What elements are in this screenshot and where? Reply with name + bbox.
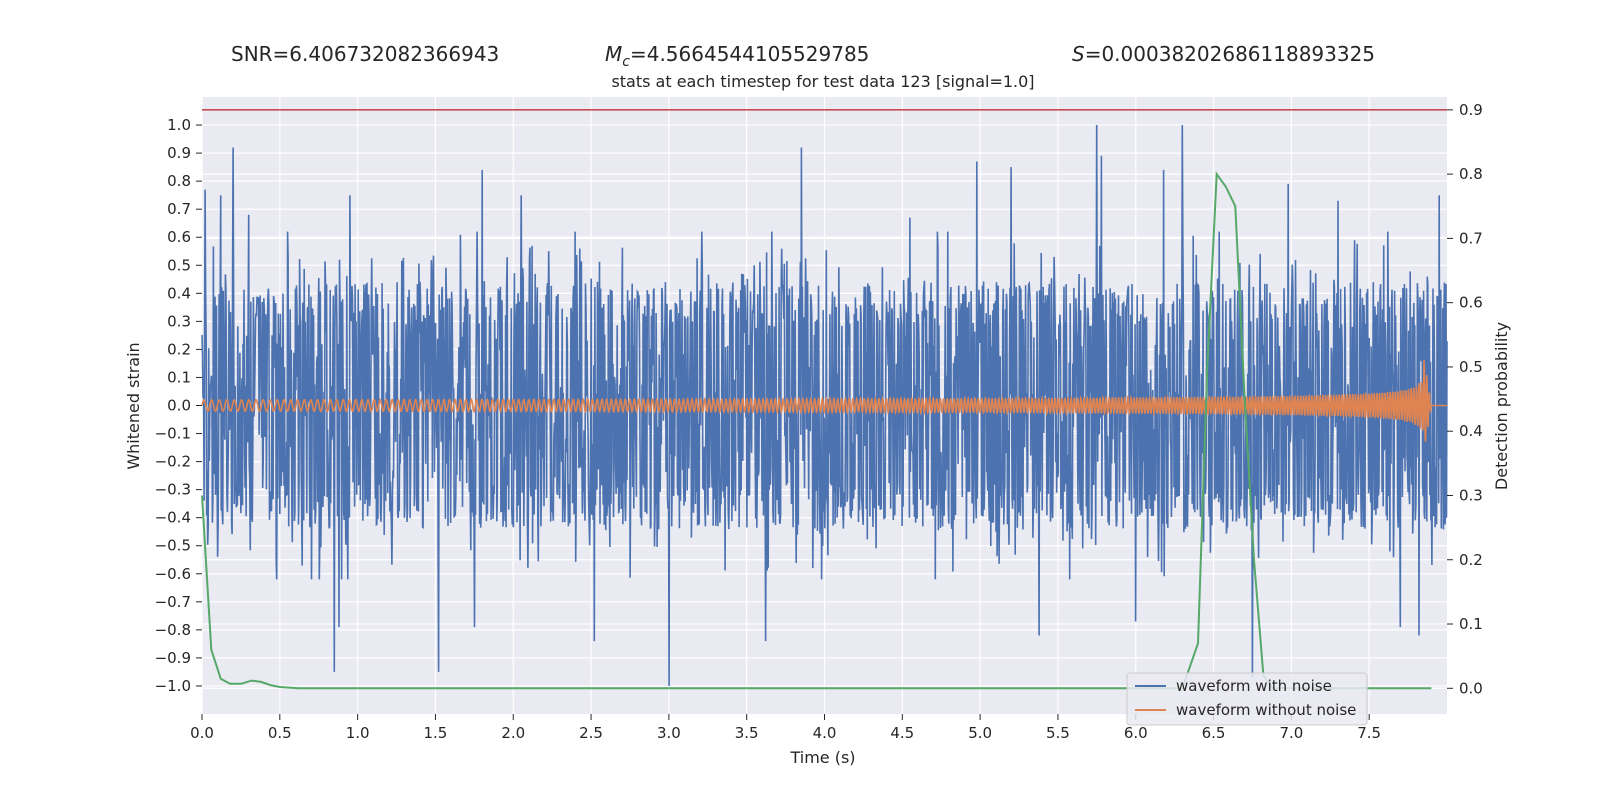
y-left-tick-label-3: 0.7: [167, 200, 191, 218]
y-left-tick-label-7: 0.3: [167, 312, 191, 330]
y-right-axis-ticks: 0.9 0.8 0.7 0.6 0.5 0.4 0.3 0.2 0.1 0.0: [1447, 101, 1483, 697]
y-left-tick-label-5: 0.5: [167, 256, 191, 274]
y-left-tick-label-11: −0.1: [155, 425, 191, 443]
x-tick-label-8: 4.0: [813, 724, 837, 742]
y-left-tick-label-17: −0.7: [155, 593, 191, 611]
y-left-tick-label-18: −0.8: [155, 621, 191, 639]
x-tick-label-1: 0.5: [268, 724, 292, 742]
y-left-tick-label-0: 1.0: [167, 116, 191, 134]
x-tick-label-11: 5.5: [1046, 724, 1070, 742]
y-right-tick-label-5: 0.4: [1459, 422, 1483, 440]
series-waveform-with-noise: [201, 124, 1448, 687]
y-left-tick-label-15: −0.5: [155, 537, 191, 555]
series-waveform-without-noise: [201, 360, 1447, 442]
y-left-tick-label-20: −1.0: [155, 677, 191, 695]
chirp-mass-value: =4.5664544105529785: [630, 42, 869, 66]
y-right-axis-label: Detection probability: [1492, 322, 1511, 490]
y-left-tick-label-13: −0.3: [155, 481, 191, 499]
x-tick-label-15: 7.5: [1357, 724, 1381, 742]
y-left-tick-label-10: 0.0: [167, 397, 191, 415]
y-right-tick-label-7: 0.2: [1459, 551, 1483, 569]
x-tick-label-2: 1.0: [346, 724, 370, 742]
y-left-tick-label-8: 0.2: [167, 340, 191, 358]
legend-label-waveform-with-noise: waveform with noise: [1176, 677, 1332, 695]
y-right-tick-label-2: 0.7: [1459, 229, 1483, 247]
x-tick-label-13: 6.5: [1202, 724, 1226, 742]
legend-label-waveform-without-noise: waveform without noise: [1176, 701, 1356, 719]
y-left-tick-label-2: 0.8: [167, 172, 191, 190]
x-tick-label-6: 3.0: [657, 724, 681, 742]
y-right-tick-label-0: 0.9: [1459, 101, 1483, 119]
y-left-tick-label-4: 0.6: [167, 228, 191, 246]
x-tick-label-12: 6.0: [1124, 724, 1148, 742]
x-tick-label-10: 5.0: [968, 724, 992, 742]
x-tick-label-4: 2.0: [501, 724, 525, 742]
chirp-mass-symbol: M: [605, 42, 622, 66]
y-left-axis-label: Whitened strain: [124, 342, 143, 469]
x-axis-ticks: 0.0 0.5 1.0 1.5 2.0 2.5 3.0 3.5 4.0 4.5 5.0 5.5 6.0 6…: [190, 714, 1381, 742]
s-stat-text: S=0.00038202686118893325: [1072, 42, 1375, 66]
y-left-tick-label-14: −0.4: [155, 509, 191, 527]
y-right-tick-label-8: 0.1: [1459, 615, 1483, 633]
line-waveform-without-noise: [201, 360, 1447, 442]
y-right-tick-label-4: 0.5: [1459, 358, 1483, 376]
y-right-tick-label-9: 0.0: [1459, 679, 1483, 697]
x-tick-label-7: 3.5: [735, 724, 759, 742]
y-right-tick-label-3: 0.6: [1459, 294, 1483, 312]
y-left-tick-label-16: −0.6: [155, 565, 191, 583]
y-left-tick-label-19: −0.9: [155, 649, 191, 667]
y-right-tick-label-1: 0.8: [1459, 165, 1483, 183]
line-waveform-with-noise: [201, 124, 1448, 687]
x-tick-label-0: 0.0: [190, 724, 214, 742]
legend-box: [1126, 672, 1368, 726]
line-detection-probability: [201, 171, 1432, 690]
x-tick-label-14: 7.0: [1279, 724, 1303, 742]
chart-title: stats at each timestep for test data 123…: [611, 72, 1034, 91]
y-left-tick-label-9: 0.1: [167, 368, 191, 386]
s-stat-symbol: S: [1072, 42, 1085, 66]
snr-text: SNR=6.406732082366943: [231, 42, 499, 66]
chirp-mass-subscript: c: [622, 54, 630, 70]
legend: waveform with noise waveform without noi…: [1126, 672, 1368, 726]
y-right-tick-label-6: 0.3: [1459, 486, 1483, 504]
x-tick-label-9: 4.5: [890, 724, 914, 742]
x-axis-label: Time (s): [789, 748, 855, 767]
series-detection-probability: [201, 171, 1432, 690]
chirp-mass-text: Mc=4.5664544105529785: [605, 42, 869, 70]
x-tick-label-3: 1.5: [424, 724, 448, 742]
s-stat-value: =0.00038202686118893325: [1085, 42, 1375, 66]
y-left-axis-ticks: 1.0 0.9 0.8 0.7 0.6 0.5 0.4 0.3 0.2 0.1 0.0 −0.1 −0.…: [155, 116, 202, 695]
y-left-tick-label-12: −0.2: [155, 453, 191, 471]
y-left-tick-label-1: 0.9: [167, 144, 191, 162]
y-left-tick-label-6: 0.4: [167, 284, 191, 302]
x-tick-label-5: 2.5: [579, 724, 603, 742]
